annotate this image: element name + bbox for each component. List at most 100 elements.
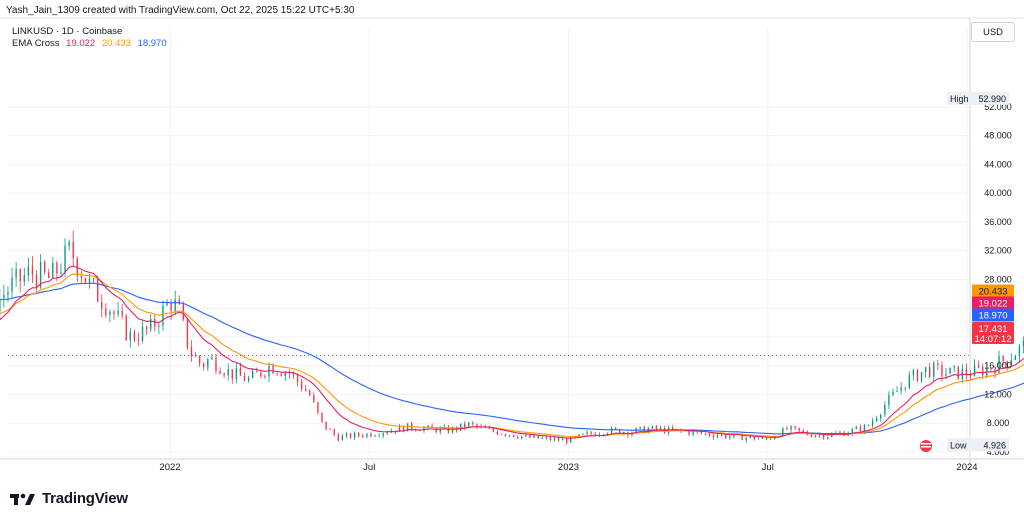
candle-body [264, 375, 266, 377]
candle-body [933, 363, 935, 377]
candle-body [304, 389, 307, 391]
tradingview-logo[interactable]: TradingView [10, 490, 128, 507]
candle-body [929, 367, 931, 377]
candle-body [198, 356, 201, 364]
y-tick-label: 52.000 [984, 102, 1012, 112]
candle-body [129, 332, 131, 340]
candle-body [786, 428, 788, 430]
candle-body [500, 434, 503, 436]
candle-body [521, 436, 523, 439]
candle-body [814, 435, 817, 437]
candle-body [56, 262, 58, 274]
ema-fast-line [0, 265, 1024, 439]
candle-body [247, 377, 250, 381]
ema-fast-price-tag-bg [972, 296, 1014, 310]
candle-body [822, 434, 825, 439]
candle-body [513, 435, 515, 437]
candle-body [582, 433, 584, 435]
candle-body [1010, 359, 1012, 366]
candle-body [508, 435, 511, 437]
low-marker-value: 4.926 [983, 440, 1006, 450]
candle-body [655, 426, 658, 430]
candle-body [105, 308, 107, 316]
candle-body [639, 426, 641, 429]
candle-body [851, 429, 853, 434]
countdown-tag: 14:07:12 [975, 334, 1012, 345]
candle-body [141, 326, 144, 341]
candle-body [358, 433, 360, 436]
candle-body [570, 436, 572, 443]
ema-fast-value: 19.022 [66, 38, 96, 49]
candle-body [329, 429, 331, 430]
candle-body [884, 405, 886, 415]
candle-body [194, 355, 197, 357]
candle-body [912, 370, 915, 376]
candle-body [260, 372, 262, 376]
candle-body [235, 367, 238, 379]
candle-body [121, 310, 123, 316]
candle-body [23, 275, 25, 282]
candle-body [345, 433, 348, 436]
candle-body [875, 418, 878, 421]
candle-body [1014, 356, 1017, 360]
candle-body [753, 436, 756, 440]
candle-body [60, 272, 62, 274]
candle-body [276, 373, 278, 375]
candle-body [48, 272, 50, 279]
candle-body [353, 433, 356, 438]
candle-body [43, 261, 46, 273]
candle-body [782, 428, 784, 437]
candle-body [366, 433, 368, 437]
candle-body [203, 363, 205, 368]
indicator-line[interactable]: EMA Cross 19.022 20.433 18.970 [12, 38, 167, 50]
high-marker-label: High [950, 94, 969, 104]
candle-body [80, 275, 83, 278]
candle-body [839, 432, 841, 434]
candle-body [325, 421, 327, 430]
candle-body [880, 414, 882, 419]
candle-body [386, 432, 388, 434]
candle-body [977, 365, 980, 368]
candle-body [370, 433, 372, 437]
ema-slow-price-tag-bg [972, 308, 1014, 322]
candle-body [68, 241, 70, 246]
candle-body [251, 371, 254, 378]
candle-body [464, 423, 466, 428]
candle-body [700, 431, 702, 434]
candle-body [309, 390, 311, 396]
candle-body [39, 261, 42, 288]
candle-body [190, 347, 193, 356]
candle-body [614, 427, 617, 430]
symbol-line[interactable]: LINKUSD · 1D · Coinbase [12, 26, 123, 37]
candle-body [553, 438, 556, 441]
candle-body [178, 299, 180, 305]
candle-body [741, 433, 743, 441]
currency-button[interactable]: USD [971, 22, 1015, 42]
candle-body [402, 425, 405, 432]
candle-body [537, 435, 539, 439]
candle-body [280, 374, 282, 376]
candle-body [920, 372, 923, 381]
y-tick-label: 36.000 [984, 217, 1012, 227]
candle-body [72, 241, 74, 259]
candle-body [892, 391, 894, 396]
candle-body [284, 372, 286, 376]
candle-body [586, 432, 588, 434]
candle-body [321, 412, 323, 422]
x-tick-label: Jul [363, 462, 375, 473]
candle-body [52, 262, 54, 279]
candle-body [459, 423, 462, 431]
candle-body [362, 435, 364, 437]
candle-body [296, 374, 299, 383]
x-tick-label: 2024 [956, 462, 977, 473]
candle-body [998, 356, 1000, 373]
candle-body [1006, 361, 1008, 366]
candle-body [908, 375, 910, 389]
y-tick-label: 32.000 [984, 246, 1012, 256]
candle-body [211, 357, 213, 360]
candle-body [761, 437, 764, 439]
candle-body [435, 428, 437, 433]
brand-name: TradingView [42, 490, 128, 507]
candle-body [451, 427, 454, 433]
